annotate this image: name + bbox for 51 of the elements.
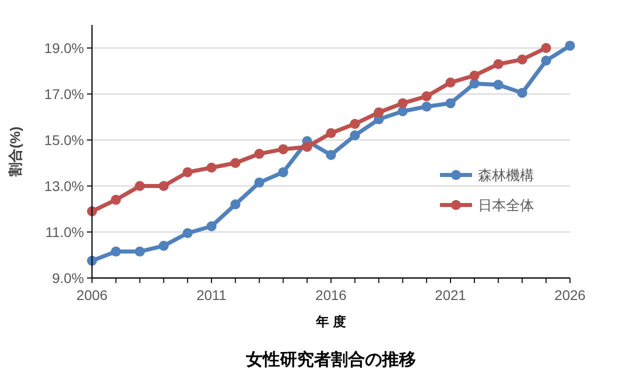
- x-axis-title: 年 度: [315, 314, 346, 329]
- point: [398, 98, 408, 108]
- point: [517, 54, 528, 64]
- point: [254, 178, 264, 188]
- point: [374, 107, 384, 118]
- legend-label: 日本全体: [478, 196, 534, 213]
- point: [182, 228, 193, 238]
- y-tick-label: 15.0%: [44, 132, 84, 148]
- point: [326, 128, 336, 138]
- point: [446, 98, 456, 108]
- point: [134, 246, 145, 257]
- y-tick-label: 9.0%: [52, 270, 84, 286]
- point: [541, 43, 552, 53]
- x-tick-label: 2021: [434, 287, 466, 303]
- point: [158, 181, 169, 191]
- point: [134, 181, 145, 191]
- y-tick-label: 19.0%: [44, 40, 84, 56]
- x-tick-label: 2016: [315, 287, 347, 303]
- point: [422, 102, 432, 112]
- point: [182, 167, 193, 178]
- point: [110, 194, 121, 205]
- y-tick-label: 13.0%: [44, 178, 84, 194]
- point: [206, 162, 216, 173]
- y-tick-label: 17.0%: [44, 86, 84, 102]
- x-tick-label: 2006: [76, 287, 108, 303]
- point: [278, 144, 288, 154]
- point: [206, 221, 216, 232]
- legend-label: 森林機構: [478, 166, 534, 183]
- point: [493, 80, 504, 90]
- y-tick-label: 11.0%: [45, 224, 84, 240]
- point: [110, 246, 121, 257]
- point: [302, 142, 312, 152]
- x-tick-label: 2011: [196, 287, 227, 303]
- point: [350, 118, 360, 129]
- text: 女性研究者割合の推移: [245, 350, 416, 369]
- point: [326, 150, 336, 160]
- point: [158, 240, 169, 251]
- point: [350, 130, 360, 140]
- point: [278, 167, 288, 178]
- point: [469, 70, 480, 81]
- point: [493, 59, 504, 70]
- point: [230, 199, 240, 210]
- point: [254, 148, 264, 159]
- point: [230, 158, 240, 168]
- x-tick-label: 2026: [554, 287, 586, 303]
- point: [422, 91, 432, 102]
- point: [565, 40, 575, 51]
- point: [446, 78, 456, 88]
- y-axis-title: 割合(%): [7, 126, 23, 178]
- point: [517, 88, 528, 98]
- point: [541, 56, 552, 66]
